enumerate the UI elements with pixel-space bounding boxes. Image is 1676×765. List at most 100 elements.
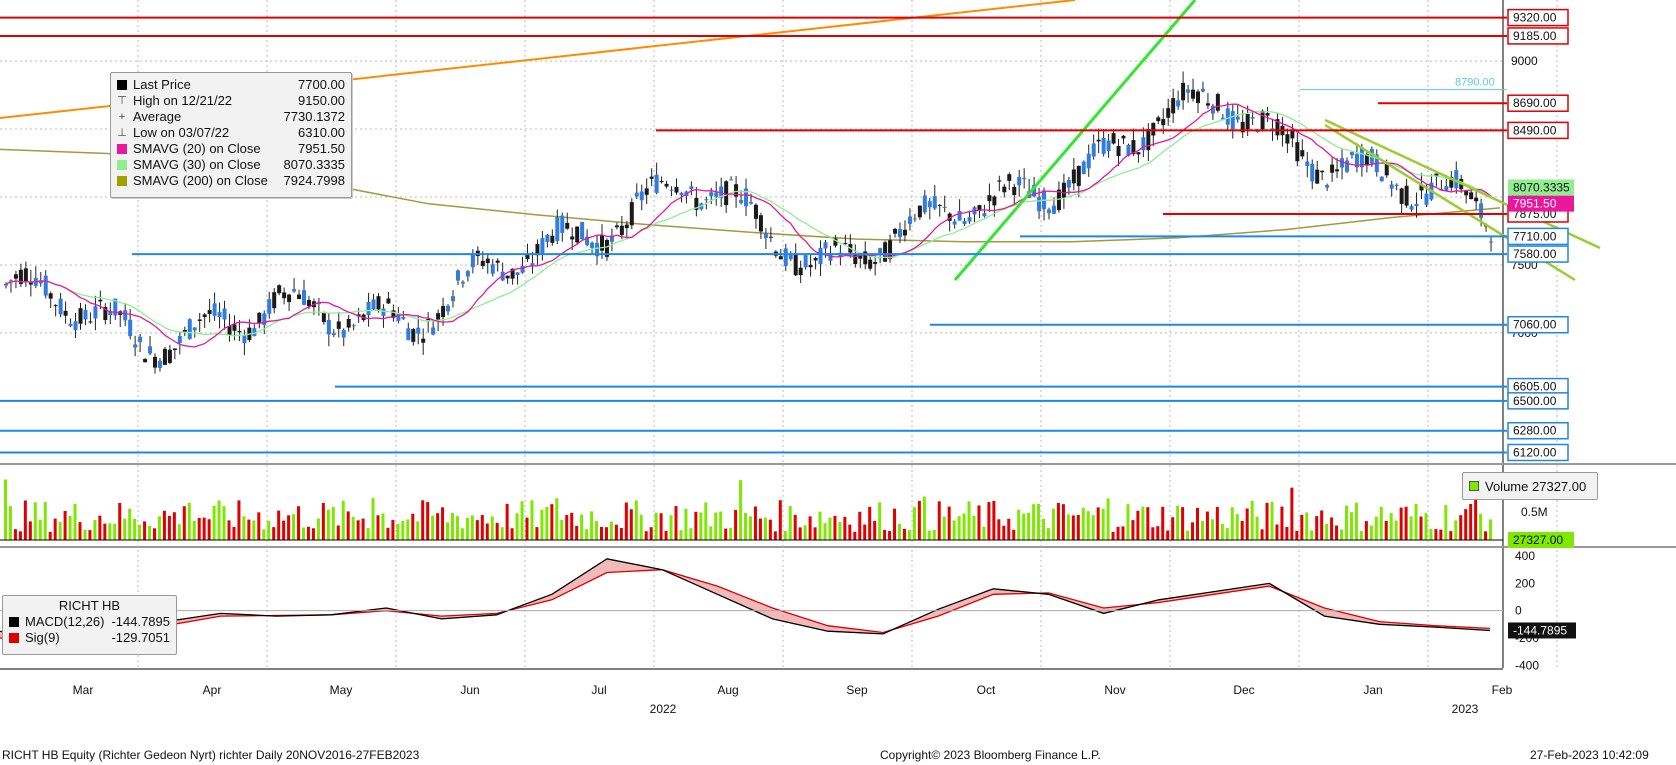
candle-body [1320,170,1325,173]
candle-body [1071,169,1076,184]
volume-bar [932,529,936,540]
volume-bar [123,518,127,540]
legend-row-sma200: SMAVG (200) on Close 7924.7998 [117,173,345,189]
candle-body [470,254,475,268]
volume-bar [679,530,683,540]
average-marker-icon: + [118,111,126,123]
month-tick-label: Dec [1233,683,1254,697]
legend-value: 7924.7998 [283,173,345,188]
volume-bar [590,511,594,540]
candle-body [704,199,709,201]
volume-bar [1191,522,1195,540]
candle-body [619,225,624,235]
legend-label: Last Price [133,77,191,92]
volume-bar [753,506,757,540]
volume-bar [426,502,430,540]
candle-body [1106,140,1111,152]
volume-bar [634,500,638,540]
volume-bar [321,502,325,540]
candle-body [1141,137,1146,151]
volume-bar [78,522,82,540]
candle-body [1146,129,1151,151]
candle-body [714,192,719,197]
candle-body [893,228,898,234]
volume-bar [1280,506,1284,540]
candle-body [545,234,550,242]
volume-bar [600,526,603,540]
candle-body [1359,147,1364,168]
volume-bar [1349,512,1353,540]
candle-body [242,335,247,344]
volume-bar [23,500,27,540]
candle-body [1245,114,1250,130]
candle-body [585,236,590,245]
volume-bar [888,531,892,540]
volume-bar [465,517,469,540]
candle-body [729,179,734,181]
candle-body [292,289,297,292]
volume-bar [749,516,752,540]
level-tag [1507,121,1569,140]
candle-body [495,260,500,263]
volume-bar [674,506,678,540]
sma-tag-label: 8070.3335 [1513,180,1570,194]
volume-bar [624,502,628,540]
volume-bar [1012,529,1016,540]
candle-body [1200,88,1205,92]
candle-body [1275,119,1280,136]
candle-body [465,271,470,277]
volume-bar [823,523,827,540]
candle-body [1310,163,1315,182]
volume-bar [659,513,663,540]
candle-body [744,188,749,207]
volume-bar [98,515,102,540]
volume-bar [1290,487,1294,540]
legend-row-low: ⊥ Low on 03/07/22 6310.00 [117,125,345,141]
volume-bar [113,523,117,540]
green-trendline [953,0,1197,281]
candle-body [53,305,58,307]
candle-body [515,272,520,275]
candle-body [689,186,694,190]
volume-bar [664,530,668,540]
candle-body [68,323,73,327]
volume-bar [689,528,693,540]
volume-bar [873,520,877,540]
volume-bar [306,526,310,540]
candle-body [1022,178,1027,180]
volume-bar [1374,516,1378,540]
volume-bar [341,500,345,540]
volume-bar [83,529,87,540]
volume-bar [614,524,618,540]
candle-body [197,319,202,322]
legend-value: 7951.50 [298,141,345,156]
volume-bar [515,513,519,540]
candle-body [734,184,739,197]
candle-body [1230,111,1235,130]
candle-body [123,310,128,321]
candle-body [341,329,346,338]
timestamp-footer: 27-Feb-2023 10:42:09 [1530,748,1649,762]
candle-body [371,299,376,310]
candle-body [167,349,172,363]
candle-body [1345,160,1349,172]
volume-legend-value: 27327.00 [1532,478,1587,494]
candle-body [927,201,932,208]
macd-title: RICHT HB [58,598,121,613]
volume-bar [565,515,569,540]
candle-body [724,181,729,206]
candle-body [277,285,282,294]
candle-body [1176,100,1181,107]
candle-body [1474,197,1479,202]
volume-bar [758,518,762,540]
candle-body [858,254,863,259]
candle-body [868,259,873,269]
candle-body [758,215,763,232]
volume-bar [237,500,241,540]
volume-bar [1230,507,1234,540]
volume-bar [470,515,474,540]
legend-value: 9150.00 [298,93,345,108]
volume-bar [927,530,931,540]
volume-bar [460,528,464,540]
candle-body [1265,113,1270,116]
